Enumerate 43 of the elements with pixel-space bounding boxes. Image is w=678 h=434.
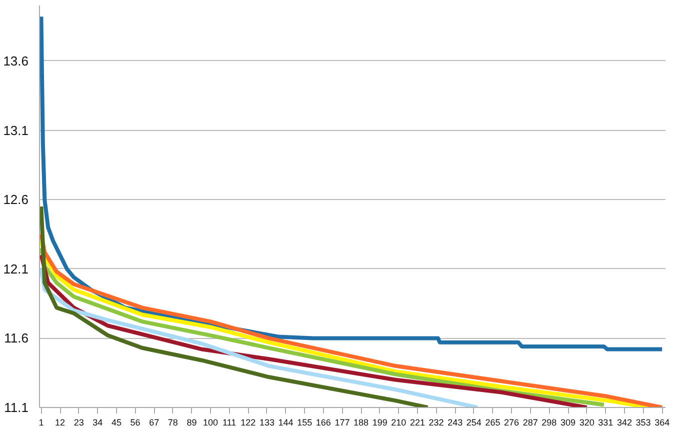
x-tick-label: 56 (130, 418, 140, 428)
x-tick-label: 342 (616, 418, 632, 428)
x-tick-label: 221 (410, 418, 426, 428)
x-tick-label: 155 (297, 418, 312, 428)
x-tick-label: 23 (74, 418, 84, 428)
x-tick-label: 45 (111, 418, 122, 428)
y-tick-label: 11.6 (4, 330, 29, 346)
x-tick-label: 111 (222, 418, 236, 428)
x-tick-label: 254 (466, 418, 482, 428)
x-tick-label: 309 (560, 418, 576, 428)
y-tick-label: 13.1 (3, 122, 29, 138)
y-tick-label: 12.1 (3, 261, 29, 276)
y-tick-label: 11.1 (4, 400, 29, 415)
x-tick-label: 1 (38, 418, 44, 428)
x-tick-label: 199 (372, 418, 388, 428)
x-tick-label: 243 (448, 418, 463, 428)
x-tick-label: 331 (598, 418, 614, 428)
x-tick-label: 265 (485, 418, 500, 428)
line-series (40, 266, 480, 408)
x-tick-label: 78 (168, 418, 178, 428)
x-tick-label: 89 (186, 418, 197, 428)
x-tick-label: 320 (579, 418, 594, 428)
x-tick-label: 210 (391, 418, 406, 428)
x-tick-label: 276 (504, 418, 520, 428)
x-tick-label: 12 (55, 418, 66, 428)
x-tick-label: 188 (354, 418, 369, 428)
x-tick-label: 166 (316, 418, 331, 428)
x-tick-label: 287 (522, 418, 538, 428)
x-tick-label: 122 (240, 418, 256, 428)
x-tick-label: 177 (334, 418, 350, 428)
y-tick-label: 12.6 (3, 192, 29, 208)
line-series (40, 14, 664, 352)
x-tick-label: 67 (149, 418, 160, 428)
x-tick-label: 298 (542, 418, 557, 428)
x-tick-label: 100 (203, 418, 218, 428)
x-tick-label: 133 (259, 418, 275, 428)
y-tick-label: 13.6 (3, 53, 29, 68)
x-tick-label: 364 (654, 418, 670, 428)
x-tick-label: 232 (428, 418, 444, 428)
x-tick-label: 144 (278, 418, 294, 428)
x-tick-label: 353 (636, 418, 651, 428)
line-series (40, 204, 430, 408)
x-tick-label: 34 (92, 418, 103, 428)
